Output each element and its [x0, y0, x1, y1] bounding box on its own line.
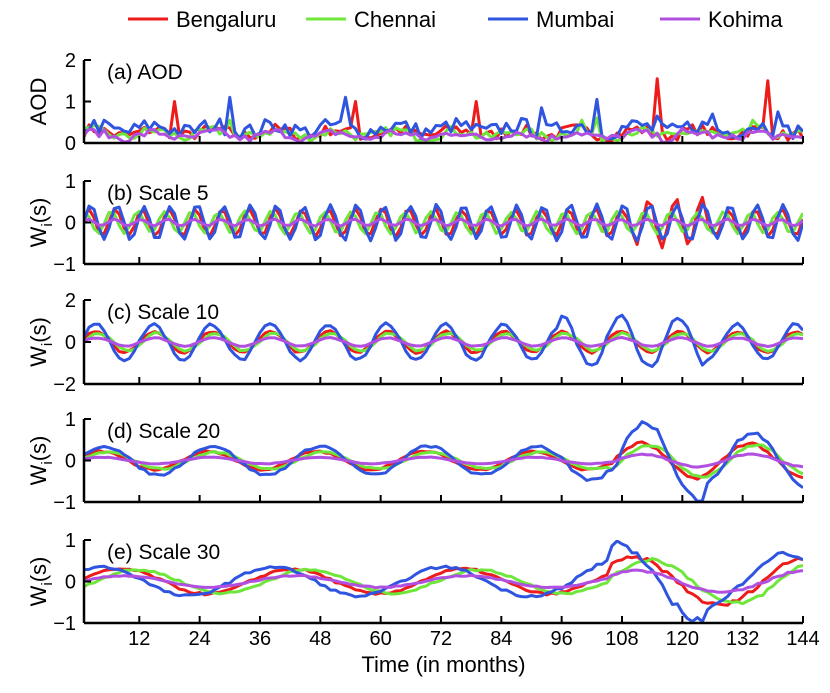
- x-tick-label: 48: [309, 628, 331, 650]
- series-line-mumbai: [84, 202, 803, 243]
- y-tick-label: 2: [65, 50, 76, 72]
- series-line-mumbai: [84, 313, 803, 368]
- legend-label: Mumbai: [536, 7, 614, 32]
- panel-e: 12 24 36 48 60 72 84 96 108 120 132 144 −1 0 1 (e) Scal…: [26, 530, 820, 650]
- series-group: [84, 540, 803, 623]
- series-group: [84, 313, 803, 368]
- y-tick-label: −1: [53, 492, 76, 514]
- x-tick-label: 96: [551, 628, 573, 650]
- panel-a: 0 1 2 (a) AOD AOD: [26, 50, 804, 155]
- series-line-kohima: [84, 452, 803, 469]
- x-tick-label: 60: [370, 628, 392, 650]
- panel-label: (c) Scale 10: [107, 301, 219, 324]
- series-line-mumbai: [84, 95, 803, 141]
- series-line-chennai: [84, 443, 803, 479]
- x-tick-label: 120: [666, 628, 699, 650]
- y-tick-label: 0: [65, 133, 76, 155]
- x-tick-label: 36: [249, 628, 271, 650]
- x-tick-label: 132: [726, 628, 759, 650]
- series-line-kohima: [84, 336, 803, 348]
- legend-label: Kohima: [708, 7, 783, 32]
- y-tick-label: −1: [53, 613, 76, 635]
- y-axis-label: Wi(s): [26, 557, 56, 607]
- series-line-kohima: [84, 127, 803, 143]
- y-tick-label: 0: [65, 572, 76, 594]
- x-tick-label: 144: [786, 628, 819, 650]
- panel-label: (e) Scale 30: [107, 541, 220, 564]
- y-axis-label: Wi(s): [26, 198, 56, 248]
- x-tick-label: 12: [128, 628, 150, 650]
- y-tick-label: 0: [65, 332, 76, 354]
- series-group: [84, 77, 803, 143]
- series-group: [84, 420, 803, 502]
- y-tick-label: 1: [65, 171, 76, 193]
- series-line-mumbai: [84, 540, 803, 623]
- y-tick-label: 0: [65, 451, 76, 473]
- y-tick-label: 1: [65, 409, 76, 431]
- y-tick-label: 2: [65, 290, 76, 312]
- series-line-chennai: [84, 557, 803, 606]
- y-tick-label: −1: [53, 254, 76, 276]
- series-line-kohima: [84, 217, 803, 228]
- panel-label: (a) AOD: [107, 61, 183, 84]
- panel-c: −2 0 2 (c) Scale 10 Wi(s): [26, 290, 804, 396]
- x-tick-label: 72: [430, 628, 452, 650]
- y-axis-label: Wi(s): [26, 436, 56, 486]
- y-tick-label: −2: [53, 374, 76, 396]
- y-tick-label: 1: [65, 530, 76, 552]
- legend-entry-chennai: Chennai: [306, 7, 436, 32]
- legend-label: Bengaluru: [176, 7, 276, 32]
- series-group: [84, 195, 803, 250]
- legend-entry-bengaluru: Bengaluru: [128, 7, 276, 32]
- legend-entry-kohima: Kohima: [660, 7, 783, 32]
- y-axis-label: Wi(s): [26, 317, 56, 367]
- y-tick-label: 0: [65, 213, 76, 235]
- x-tick-label: 84: [490, 628, 512, 650]
- panel-d: −1 0 1 (d) Scale 20 Wi(s): [26, 409, 804, 514]
- x-tick-label: 108: [605, 628, 638, 650]
- y-tick-label: 1: [65, 92, 76, 114]
- x-tick-label: 24: [189, 628, 211, 650]
- legend-label: Chennai: [354, 7, 436, 32]
- series-line-mumbai: [84, 420, 803, 502]
- y-axis-label: AOD: [26, 78, 51, 126]
- legend-entry-mumbai: Mumbai: [488, 7, 614, 32]
- series-line-kohima: [84, 568, 803, 594]
- panel-label: (d) Scale 20: [107, 420, 220, 443]
- panel-b: −1 0 1 (b) Scale 5 Wi(s): [26, 171, 804, 276]
- panel-label: (b) Scale 5: [107, 182, 209, 205]
- x-axis-label: Time (in months): [361, 652, 525, 677]
- series-line-chennai: [84, 209, 803, 236]
